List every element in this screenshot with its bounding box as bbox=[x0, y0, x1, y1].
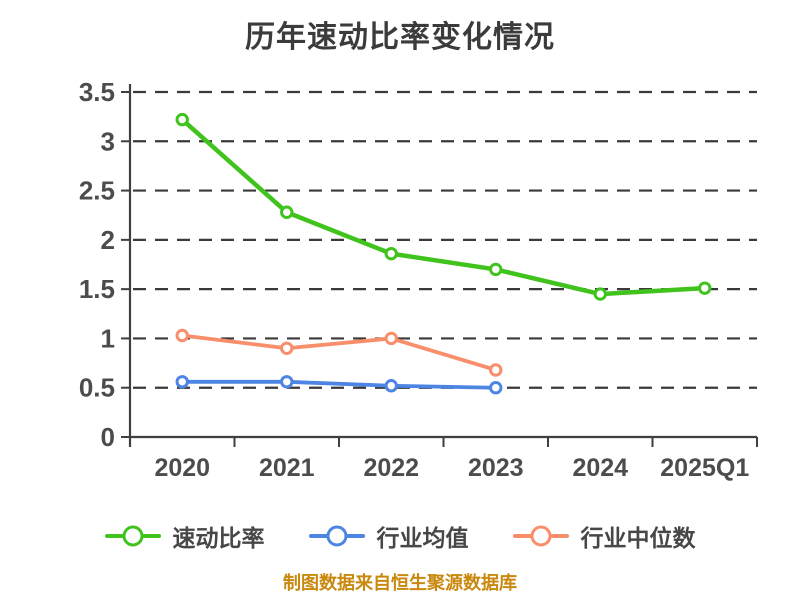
legend-label-industry-median: 行业中位数 bbox=[580, 525, 696, 551]
svg-text:2021: 2021 bbox=[259, 454, 315, 482]
svg-text:1: 1 bbox=[101, 323, 115, 353]
svg-text:2022: 2022 bbox=[363, 454, 419, 482]
chart-title: 历年速动比率变化情况 bbox=[245, 21, 555, 54]
svg-text:2025Q1: 2025Q1 bbox=[660, 454, 749, 482]
legend-marker-industry-average-icon bbox=[308, 524, 365, 548]
svg-text:3.5: 3.5 bbox=[79, 77, 115, 107]
legend-marker-industry-median-icon bbox=[512, 524, 569, 548]
legend-marker-quick-ratio-icon bbox=[104, 524, 161, 548]
svg-text:3: 3 bbox=[101, 126, 115, 156]
svg-text:2: 2 bbox=[101, 225, 115, 255]
svg-text:0.5: 0.5 bbox=[79, 373, 115, 403]
quick-ratio-line-chart: 0 0.5 1 1.5 2 2.5 3 3.5 2020 2021 2022 2023 2024 2025… bbox=[79, 77, 758, 482]
legend-item-industry-median: 行业中位数 bbox=[512, 519, 696, 553]
legend-label-industry-average: 行业均值 bbox=[376, 525, 469, 551]
legend-label-quick-ratio: 速动比率 bbox=[172, 525, 265, 551]
legend-circle-marker-icon bbox=[530, 525, 551, 547]
legend-circle-marker-icon bbox=[122, 525, 143, 547]
svg-text:2.5: 2.5 bbox=[79, 176, 115, 206]
svg-text:2020: 2020 bbox=[154, 454, 210, 482]
legend: 速动比率 行业均值 行业中位数 bbox=[0, 519, 800, 553]
svg-text:1.5: 1.5 bbox=[79, 274, 115, 304]
data-source-note: 制图数据来自恒生聚源数据库 bbox=[283, 573, 517, 593]
legend-circle-marker-icon bbox=[326, 525, 347, 547]
svg-text:2023: 2023 bbox=[468, 454, 524, 482]
legend-item-industry-average: 行业均值 bbox=[308, 519, 469, 553]
svg-text:2024: 2024 bbox=[572, 454, 628, 482]
svg-text:0: 0 bbox=[101, 422, 115, 452]
legend-item-quick-ratio: 速动比率 bbox=[104, 519, 265, 553]
